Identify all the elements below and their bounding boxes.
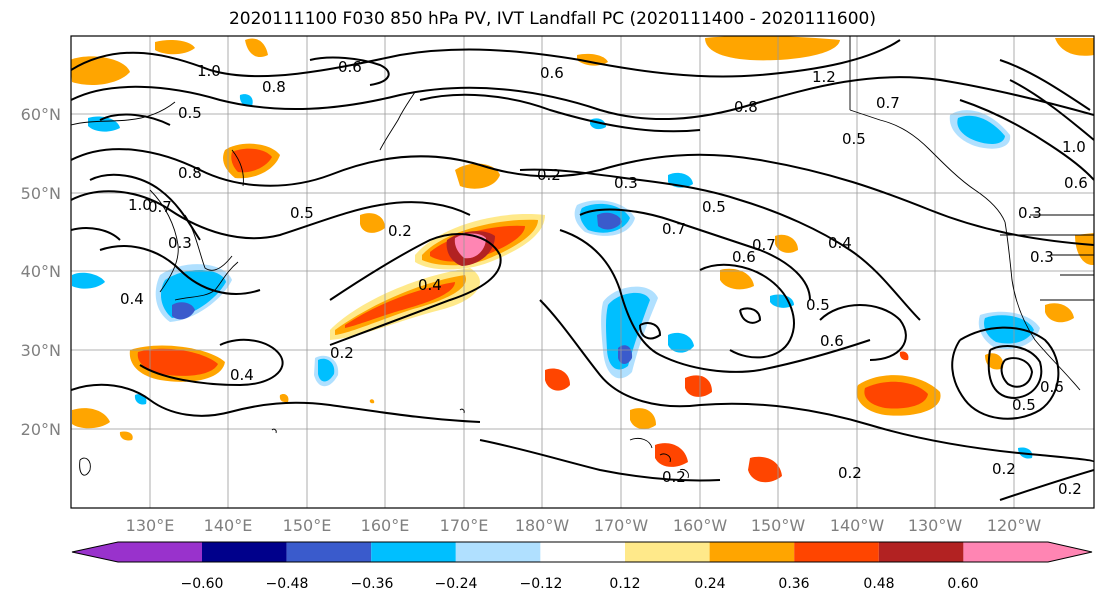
- contour-label: 0.8: [734, 98, 758, 116]
- contour-label: 0.2: [662, 468, 686, 486]
- contour-label: 0.7: [752, 236, 776, 254]
- colorbar-segment: [286, 542, 372, 562]
- lon-label: 170°E: [440, 516, 489, 535]
- contour-label: 0.2: [330, 344, 354, 362]
- longitude-labels: 130°E 140°E 150°E 160°E 170°E 180°W 170°…: [126, 516, 1042, 535]
- colorbar-segment: [118, 542, 202, 562]
- contour-label: 0.4: [828, 234, 852, 252]
- contour-label: 0.2: [992, 460, 1016, 478]
- contour-label: 0.7: [662, 220, 686, 238]
- map-title: 2020111100 F030 850 hPa PV, IVT Landfall…: [228, 9, 876, 29]
- map-frame: [70, 35, 1095, 509]
- contour-label: 0.4: [230, 366, 254, 384]
- coastlines: [71, 36, 1094, 479]
- contour-label: 0.3: [1018, 204, 1042, 222]
- colorbar-tick-label: −0.36: [351, 576, 394, 592]
- contour-label: 1.0: [1062, 138, 1086, 156]
- contour-label: 0.3: [168, 234, 192, 252]
- colorbar-tick-labels: −0.60 −0.48 −0.36 −0.24 −0.12 0.12 0.24 …: [181, 576, 979, 592]
- colorbar-segment: [625, 542, 710, 562]
- contour-label: 0.3: [1030, 248, 1054, 266]
- latitude-labels: 60°N 50°N 40°N 30°N 20°N: [21, 105, 61, 439]
- pc-fill-layer: [71, 36, 1094, 483]
- contour-label: 0.6: [1064, 174, 1088, 192]
- contour-label: 0.8: [178, 164, 202, 182]
- contour-label: 0.5: [806, 296, 830, 314]
- lon-label: 180°W: [515, 516, 570, 535]
- contour-labels: 1.0 0.6 0.6 0.8 1.2 0.7 0.5 0.8 0.5 1.0 …: [120, 58, 1088, 498]
- lon-label: 150°E: [283, 516, 332, 535]
- contour-label: 0.7: [148, 198, 172, 216]
- colorbar-segment: [202, 542, 287, 562]
- contour-label: 0.5: [178, 104, 202, 122]
- contour-label: 0.6: [1040, 378, 1064, 396]
- contour-label: 1.0: [197, 62, 221, 80]
- colorbar: [71, 541, 1093, 563]
- lon-label: 140°E: [204, 516, 253, 535]
- contour-label: 0.3: [614, 174, 638, 192]
- lon-label: 160°E: [361, 516, 410, 535]
- contour-label: 0.2: [1058, 480, 1082, 498]
- lon-label: 150°W: [751, 516, 806, 535]
- contour-label: 0.6: [732, 248, 756, 266]
- colorbar-tick-label: −0.12: [520, 576, 563, 592]
- contour-label: 0.4: [120, 290, 144, 308]
- lat-label: 30°N: [21, 341, 61, 360]
- colorbar-segment: [709, 542, 795, 562]
- contour-label: 0.2: [388, 222, 412, 240]
- contour-label: 0.6: [540, 64, 564, 82]
- contour-label: 0.8: [262, 78, 286, 96]
- contour-label: 0.6: [820, 332, 844, 350]
- contour-label: 0.5: [842, 130, 866, 148]
- colorbar-outline: [71, 541, 1093, 563]
- contour-label: 0.2: [537, 166, 561, 184]
- colorbar-segment: [455, 542, 541, 562]
- lat-label: 20°N: [21, 420, 61, 439]
- contour-label: 0.7: [876, 94, 900, 112]
- colorbar-tick-label: 0.60: [947, 576, 978, 592]
- contour-label: 0.6: [338, 58, 362, 76]
- contour-label: 0.2: [838, 464, 862, 482]
- contour-label: 0.4: [418, 276, 442, 294]
- colorbar-segment: [963, 542, 1048, 562]
- lat-label: 50°N: [21, 184, 61, 203]
- lon-label: 130°W: [908, 516, 963, 535]
- colorbar-tick-label: −0.48: [266, 576, 309, 592]
- colorbar-extend-min: [72, 542, 118, 562]
- colorbar-tick-label: −0.24: [435, 576, 478, 592]
- lon-label: 170°W: [594, 516, 649, 535]
- lon-label: 140°W: [830, 516, 885, 535]
- lat-label: 60°N: [21, 105, 61, 124]
- colorbar-tick-label: −0.60: [181, 576, 224, 592]
- colorbar-tick-label: 0.24: [694, 576, 725, 592]
- contour-label: 1.2: [812, 68, 836, 86]
- lon-label: 120°W: [987, 516, 1042, 535]
- contour-label: 1.0: [128, 196, 152, 214]
- colorbar-segment: [540, 542, 625, 562]
- colorbar-tick-label: 0.36: [778, 576, 809, 592]
- pc-contours: [71, 39, 1094, 501]
- colorbar-segment: [371, 542, 456, 562]
- colorbar-segment: [794, 542, 879, 562]
- contour-label: 0.5: [702, 198, 726, 216]
- graticule: [71, 36, 1094, 508]
- colorbar-extend-max: [1048, 542, 1092, 562]
- lon-label: 160°W: [673, 516, 728, 535]
- colorbar-tick-label: 0.12: [609, 576, 640, 592]
- colorbar-segment: [878, 542, 964, 562]
- contour-label: 0.5: [290, 204, 314, 222]
- colorbar-tick-label: 0.48: [863, 576, 894, 592]
- contour-label: 0.5: [1012, 396, 1036, 414]
- lon-label: 130°E: [126, 516, 175, 535]
- lat-label: 40°N: [21, 262, 61, 281]
